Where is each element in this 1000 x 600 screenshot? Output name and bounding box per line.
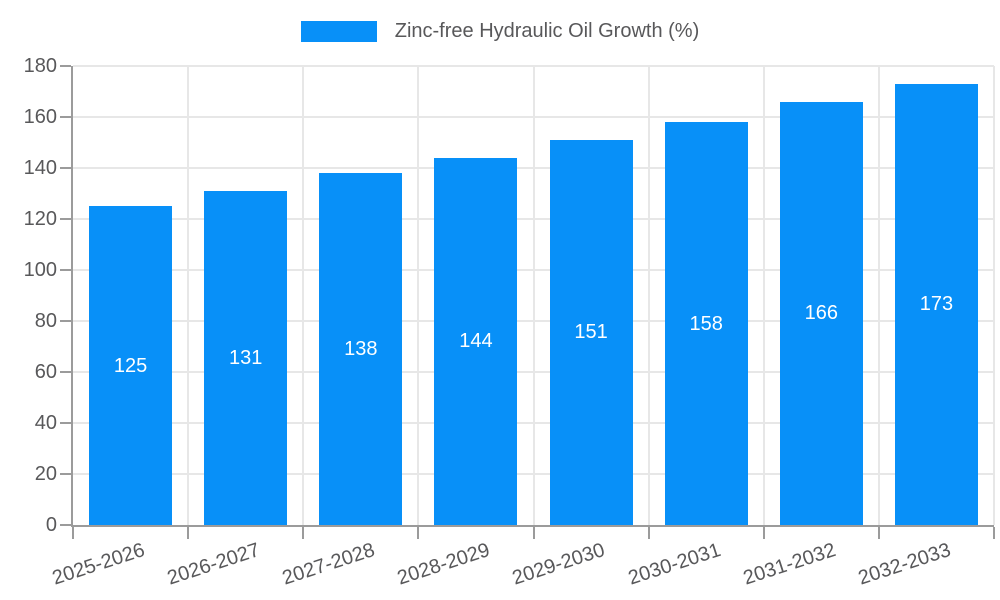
x-axis-tick-label: 2026-2027 xyxy=(164,539,263,590)
y-axis-tick xyxy=(60,116,71,118)
legend-swatch-icon xyxy=(300,21,377,42)
y-axis-tick xyxy=(60,269,71,271)
bar[interactable]: 125 xyxy=(89,206,173,525)
bar[interactable]: 173 xyxy=(894,83,978,525)
y-axis-tick xyxy=(60,422,71,424)
x-axis-line xyxy=(71,525,994,527)
x-axis-tick-label: 2032-2033 xyxy=(855,539,954,590)
bar[interactable]: 144 xyxy=(434,157,518,525)
v-gridline xyxy=(417,66,420,525)
y-axis-tick-label: 100 xyxy=(23,259,57,281)
y-axis-tick-label: 40 xyxy=(34,412,57,434)
bar-value-label: 144 xyxy=(459,330,493,353)
y-axis-tick-label: 120 xyxy=(23,208,57,230)
bar-value-label: 151 xyxy=(574,321,608,344)
x-axis-tick xyxy=(187,527,190,539)
bar-value-label: 158 xyxy=(689,312,723,335)
y-axis-tick xyxy=(60,473,71,475)
x-axis-tick-label: 2031-2032 xyxy=(740,539,839,590)
bar[interactable]: 131 xyxy=(204,190,288,525)
x-axis-tick xyxy=(72,527,74,539)
v-gridline xyxy=(993,66,995,525)
x-axis-tick-label: 2028-2029 xyxy=(394,539,493,590)
y-axis-tick-label: 80 xyxy=(34,310,57,332)
x-axis-tick-label: 2027-2028 xyxy=(279,539,378,590)
plot-area: 0 20 40 60 80 100 120 140 160 180 125 2025-2026 131 2… xyxy=(24,56,995,589)
y-axis-tick xyxy=(60,320,71,322)
y-axis-tick xyxy=(60,218,71,220)
x-axis-tick xyxy=(417,527,420,539)
y-axis-tick xyxy=(60,371,71,373)
bar[interactable]: 151 xyxy=(549,139,633,525)
bar-value-label: 131 xyxy=(229,346,263,369)
bar[interactable]: 166 xyxy=(779,101,863,525)
v-gridline xyxy=(647,66,650,525)
x-axis-tick xyxy=(302,527,305,539)
y-axis-tick-label: 160 xyxy=(23,106,57,128)
y-axis-tick xyxy=(60,524,71,526)
bar-value-label: 166 xyxy=(804,302,838,325)
y-axis-tick-label: 180 xyxy=(23,55,57,77)
v-gridline xyxy=(302,66,305,525)
v-gridline xyxy=(762,66,765,525)
y-axis-tick-label: 140 xyxy=(23,157,57,179)
y-axis-tick-label: 0 xyxy=(45,514,57,536)
x-axis-tick xyxy=(877,527,880,539)
y-axis-tick xyxy=(60,167,71,169)
bar-value-label: 138 xyxy=(344,338,378,361)
v-gridline xyxy=(532,66,535,525)
y-axis-tick-label: 60 xyxy=(34,361,57,383)
v-gridline xyxy=(877,66,880,525)
bar-value-label: 125 xyxy=(113,354,148,377)
x-axis-tick-label: 2029-2030 xyxy=(510,539,608,590)
y-axis-line xyxy=(71,66,73,527)
y-axis-tick xyxy=(60,65,71,67)
x-axis-tick-label: 2025-2026 xyxy=(49,539,148,590)
bar[interactable]: 158 xyxy=(664,122,748,525)
chart-legend[interactable]: Zinc-free Hydraulic Oil Growth (%) xyxy=(0,20,1000,43)
v-gridline xyxy=(187,66,190,525)
x-axis-tick xyxy=(993,527,995,539)
x-axis-tick xyxy=(532,527,535,539)
legend-label: Zinc-free Hydraulic Oil Growth (%) xyxy=(394,20,700,42)
bar[interactable]: 138 xyxy=(319,173,403,525)
x-axis-tick xyxy=(647,527,650,539)
x-axis-tick-label: 2030-2031 xyxy=(625,539,723,590)
y-axis-tick-label: 20 xyxy=(34,463,57,485)
bar-value-label: 173 xyxy=(919,293,954,316)
x-axis-tick xyxy=(762,527,765,539)
